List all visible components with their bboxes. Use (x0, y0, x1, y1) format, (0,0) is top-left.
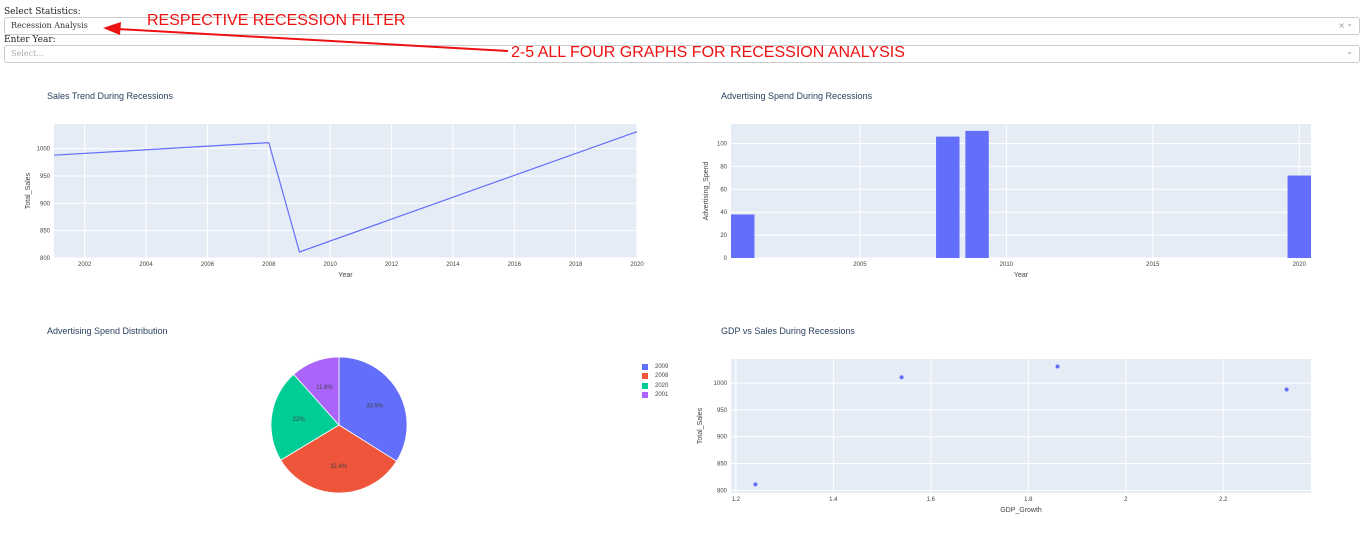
y-tick-label: 1000 (714, 381, 728, 387)
statistics-label: Select Statistics: (4, 7, 81, 17)
legend-item[interactable]: 2009 (642, 362, 668, 372)
y-tick-label: 100 (717, 141, 728, 147)
legend-label: 2001 (655, 392, 669, 399)
x-tick-label: 1.4 (829, 497, 838, 503)
bar (936, 136, 960, 258)
x-tick-label: 2005 (853, 262, 867, 268)
y-tick-label: 800 (717, 488, 728, 494)
pie-slice (338, 356, 408, 462)
y-axis-title: Total_Sales (25, 172, 32, 209)
pie-slice-label: 32.4% (330, 464, 348, 470)
scatter-point (899, 375, 904, 380)
gdp-vs-sales-chart[interactable]: 1.2 1.4 1.6 1.8 2 2.2 800 850 900 950 1000 GDP_Grow… (680, 345, 1365, 525)
sales-trend-line (53, 131, 638, 253)
plot-area (731, 359, 1311, 493)
x-tick-label: 2015 (1146, 262, 1160, 268)
legend-label: 2008 (655, 373, 669, 380)
legend-label: 2020 (655, 382, 669, 389)
statistics-dropdown[interactable]: Recession Analysis × ⌄ (4, 17, 1360, 35)
x-tick-label: 2014 (446, 262, 460, 268)
x-tick-label: 2 (1124, 497, 1128, 503)
plot-area (731, 124, 1311, 258)
x-tick-label: 2004 (139, 262, 153, 268)
x-tick-label: 2006 (201, 262, 215, 268)
y-tick-label: 950 (717, 408, 728, 414)
y-tick-label: 900 (40, 201, 51, 207)
x-tick-label: 2016 (508, 262, 522, 268)
bar (1287, 175, 1311, 258)
scatter-point (753, 482, 758, 487)
pie-slice-label: 22% (293, 417, 306, 423)
chart-title-sales-trend: Sales Trend During Recessions (47, 91, 174, 101)
y-tick-label: 40 (720, 210, 727, 216)
y-tick-label: 850 (717, 462, 728, 468)
y-axis-title: Total_Sales (697, 407, 704, 444)
year-placeholder: Select... (11, 49, 44, 58)
x-tick-label: 2020 (630, 262, 644, 268)
year-dropdown[interactable]: Select... ⌄ (4, 45, 1360, 63)
sales-trend-chart[interactable]: 2002 2004 2006 2008 2010 2012 2014 2016 2018 2020… (0, 110, 680, 290)
pie-legend[interactable]: 2009 2008 2020 2001 (642, 362, 668, 400)
legend-item[interactable]: 2020 (642, 381, 668, 391)
y-tick-label: 20 (720, 233, 727, 239)
x-tick-label: 2020 (1293, 262, 1307, 268)
y-tick-label: 60 (720, 187, 727, 193)
annotation-four-graphs: 2-5 ALL FOUR GRAPHS FOR RECESSION ANALYS… (511, 44, 905, 61)
x-tick-label: 2018 (569, 262, 583, 268)
scatter-point (1284, 387, 1289, 392)
legend-swatch (642, 373, 648, 380)
legend-swatch (642, 392, 648, 399)
y-tick-label: 0 (724, 256, 728, 262)
x-tick-label: 2002 (78, 262, 92, 268)
x-axis-title: Year (1014, 272, 1029, 279)
legend-item[interactable]: 2001 (642, 391, 668, 401)
bar (731, 214, 755, 258)
pie-slice (270, 373, 340, 461)
pie-slice (293, 356, 340, 427)
legend-swatch (642, 363, 648, 370)
y-tick-label: 80 (720, 164, 727, 170)
year-label: Enter Year: (4, 35, 56, 45)
legend-swatch (642, 382, 648, 389)
chart-title-ad-distribution: Advertising Spend Distribution (47, 326, 168, 336)
y-tick-label: 950 (40, 174, 51, 180)
pie-slice (280, 424, 398, 494)
y-axis-title: Advertising_Spend (703, 162, 710, 221)
chevron-down-icon[interactable]: ⌄ (1346, 47, 1353, 56)
chart-title-ad-spend: Advertising Spend During Recessions (721, 91, 873, 101)
ad-spend-chart[interactable]: 2005 2010 2015 2020 0 20 40 60 80 100 Year Advertis… (680, 110, 1365, 290)
y-tick-label: 850 (40, 229, 51, 235)
clear-icon[interactable]: × (1338, 21, 1345, 30)
plot-area (54, 124, 637, 258)
ad-distribution-chart[interactable]: 33.9% 32.4% 22% 11.6% (0, 345, 680, 525)
x-tick-label: 2012 (385, 262, 399, 268)
x-tick-label: 2.2 (1219, 497, 1228, 503)
y-tick-label: 1000 (37, 147, 51, 153)
pie-slice-label: 11.6% (316, 385, 333, 391)
legend-item[interactable]: 2008 (642, 372, 668, 382)
y-tick-label: 800 (40, 256, 51, 262)
chevron-down-icon[interactable]: ⌄ (1346, 19, 1353, 28)
annotation-arrow (103, 22, 509, 52)
scatter-point (1055, 364, 1060, 369)
x-tick-label: 2010 (323, 262, 337, 268)
x-tick-label: 2010 (1000, 262, 1014, 268)
annotation-recession-filter: RESPECTIVE RECESSION FILTER (147, 12, 406, 29)
x-tick-label: 1.8 (1024, 497, 1033, 503)
legend-label: 2009 (655, 363, 669, 370)
x-tick-label: 1.6 (927, 497, 936, 503)
x-tick-label: 1.2 (732, 497, 741, 503)
chart-title-gdp-vs-sales: GDP vs Sales During Recessions (721, 326, 855, 336)
pie-slice-label: 33.9% (366, 403, 384, 409)
bar (965, 130, 989, 258)
x-axis-title: Year (338, 272, 353, 279)
x-axis-title: GDP_Growth (1000, 507, 1042, 514)
y-tick-label: 900 (717, 435, 728, 441)
x-tick-label: 2008 (262, 262, 276, 268)
statistics-selected-value: Recession Analysis (11, 21, 88, 30)
